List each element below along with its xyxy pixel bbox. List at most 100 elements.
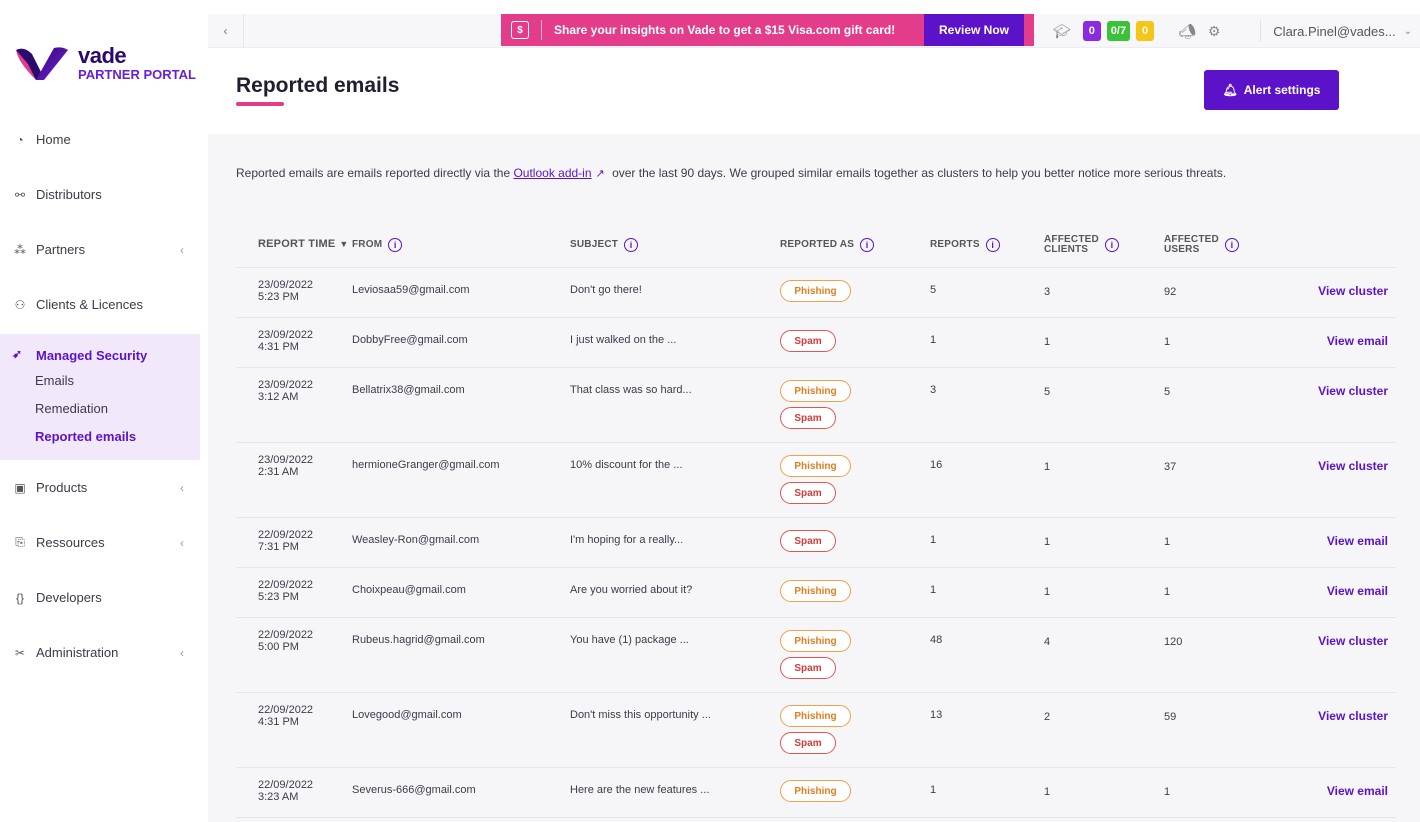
spam-badge: Spam — [780, 732, 836, 754]
view-email-link[interactable]: View email — [1326, 584, 1388, 598]
view-cluster-link[interactable]: View cluster — [1318, 709, 1388, 723]
info-icon[interactable]: i — [985, 237, 1000, 252]
sidebar-item-partners[interactable]: ⁂ Partners ‹ — [0, 222, 200, 277]
graduation-cap-icon[interactable]: 🎓︎ — [1053, 22, 1071, 39]
vade-logo[interactable]: vade PARTNER PORTAL — [14, 44, 196, 82]
alert-settings-button[interactable]: 🔔︎ Alert settings — [1204, 70, 1339, 110]
notification-badge-green[interactable]: 0/7 — [1106, 21, 1131, 41]
reports-cell: 1 — [930, 784, 937, 796]
view-email-link[interactable]: View email — [1326, 784, 1388, 798]
column-label: REPORTS — [930, 239, 980, 250]
sidebar-subitem-reported-emails[interactable]: Reported emails — [35, 428, 137, 444]
view-email-link[interactable]: View email — [1326, 334, 1388, 348]
chevron-left-icon: ‹ — [180, 645, 184, 660]
box-icon: ▣ — [14, 480, 26, 495]
info-icon[interactable]: i — [860, 237, 875, 252]
from-cell: DobbyFree@gmail.com — [352, 334, 468, 346]
report-time-cell: 23/09/2022 4:31 PM — [236, 318, 352, 367]
reports-cell: 1 — [930, 584, 937, 596]
column-affected-users: AFFECTED USERS i — [1164, 234, 1268, 255]
sidebar-item-ressources[interactable]: ⎘ Ressources ‹ — [0, 515, 200, 570]
subject-cell: That class was so hard... — [570, 384, 692, 396]
table-row[interactable]: 23/09/2022 2:31 AM hermioneGranger@gmail.c… — [236, 443, 1396, 518]
table-row[interactable]: 22/09/2022 5:23 PM Choixpeau@gmail.com Are … — [236, 568, 1396, 618]
chevron-left-icon: ‹ — [223, 24, 228, 38]
outlook-addin-link[interactable]: Outlook add-in — [513, 166, 592, 180]
reported-as-cell: Spam — [780, 318, 930, 367]
report-date: 23/09/2022 — [258, 454, 314, 466]
from-cell: hermioneGranger@gmail.com — [352, 459, 500, 471]
spam-badge: Spam — [780, 530, 836, 552]
table-row[interactable]: 22/09/2022 4:31 PM Lovegood@gmail.com Don't… — [236, 693, 1396, 768]
sidebar-subitem-remediation[interactable]: Remediation — [35, 400, 108, 416]
phishing-badge: Phishing — [780, 455, 851, 477]
notification-badge-yellow[interactable]: 0 — [1136, 21, 1155, 41]
bell-icon: 🔔︎ — [1222, 83, 1238, 97]
table-row[interactable]: 22/09/2022 7:31 PM Weasley-Ron@gmail.com I'… — [236, 518, 1396, 568]
report-time: 2:31 AM — [258, 465, 299, 478]
sidebar-item-products[interactable]: ▣ Products ‹ — [0, 460, 200, 515]
view-cluster-link[interactable]: View cluster — [1318, 634, 1388, 648]
report-time-cell: 22/09/2022 7:31 PM — [236, 518, 352, 567]
report-time-cell: 22/09/2022 3:23 AM — [236, 768, 352, 817]
report-date: 22/09/2022 — [258, 529, 314, 541]
sidebar-item-administration[interactable]: ✂ Administration ‹ — [0, 625, 200, 680]
affected-clients-cell: 1 — [1044, 786, 1051, 798]
reported-as-cell: Phishing Spam — [780, 693, 930, 767]
view-cluster-link[interactable]: View cluster — [1318, 459, 1388, 473]
column-label: AFFECTED USERS — [1164, 234, 1219, 255]
sidebar-item-label: Ressources — [36, 535, 105, 550]
user-email: Clara.Pinel@vades... — [1273, 23, 1396, 39]
sidebar-item-developers[interactable]: {} Developers — [0, 570, 200, 625]
phishing-badge: Phishing — [780, 280, 851, 302]
subject-cell: Don't go there! — [570, 284, 642, 296]
report-date: 23/09/2022 — [258, 329, 314, 341]
sidebar-subitem-emails[interactable]: Emails — [35, 372, 75, 388]
subject-cell: Don't miss this opportunity ... — [570, 709, 711, 721]
table-row[interactable]: 23/09/2022 5:23 PM Leviosaa59@gmail.com Don… — [236, 268, 1396, 318]
megaphone-icon[interactable]: 📣︎ — [1178, 22, 1196, 39]
sidebar-group-managed-security: ➶ Managed Security Emails Remediation Re… — [0, 334, 200, 460]
reported-as-cell: Phishing — [780, 268, 930, 317]
info-icon[interactable]: i — [1224, 237, 1239, 252]
report-date: 22/09/2022 — [258, 629, 314, 641]
view-email-link[interactable]: View email — [1326, 534, 1388, 548]
column-label: FROM — [352, 239, 383, 250]
reported-as-cell: Spam — [780, 518, 930, 567]
sidebar-item-label: Home — [36, 132, 71, 147]
chevron-left-icon: ‹ — [180, 535, 184, 550]
info-icon[interactable]: i — [624, 237, 639, 252]
reported-as-cell: Phishing — [780, 568, 930, 617]
sidebar-item-managed-security[interactable]: ➶ Managed Security — [0, 344, 200, 366]
table-row[interactable]: 22/09/2022 3:23 AM Severus-666@gmail.com He… — [236, 768, 1396, 818]
reported-as-cell: Phishing Spam — [780, 618, 930, 692]
table-row[interactable]: 23/09/2022 3:12 AM Bellatrix38@gmail.com Th… — [236, 368, 1396, 443]
table-row[interactable]: 23/09/2022 4:31 PM DobbyFree@gmail.com I ju… — [236, 318, 1396, 368]
view-cluster-link[interactable]: View cluster — [1318, 384, 1388, 398]
sidebar-item-clients-licences[interactable]: ⚇ Clients & Licences — [0, 277, 200, 332]
report-date: 22/09/2022 — [258, 779, 314, 791]
table-row[interactable]: 22/09/2022 5:00 PM Rubeus.hagrid@gmail.com… — [236, 618, 1396, 693]
from-cell: Severus-666@gmail.com — [352, 784, 476, 796]
column-label-line: CLIENTS — [1044, 243, 1089, 255]
collapse-sidebar-button[interactable]: ‹ — [208, 14, 244, 48]
view-cluster-link[interactable]: View cluster — [1318, 284, 1388, 298]
users-icon: ⚇ — [14, 297, 26, 312]
notification-badge-purple[interactable]: 0 — [1082, 21, 1101, 41]
affected-users-cell: 92 — [1164, 286, 1177, 298]
user-menu[interactable]: Clara.Pinel@vades... ⌄ — [1273, 14, 1412, 48]
info-icon[interactable]: i — [388, 237, 403, 252]
column-report-time[interactable]: REPORT TIME ▼ — [236, 238, 352, 251]
info-icon[interactable]: i — [1104, 237, 1119, 252]
review-now-button[interactable]: Review Now — [924, 14, 1024, 46]
gear-icon[interactable]: ⚙ — [1207, 22, 1221, 39]
report-date: 22/09/2022 — [258, 579, 314, 591]
phishing-badge: Phishing — [780, 580, 851, 602]
sidebar-item-distributors[interactable]: ⚯ Distributors — [0, 167, 200, 222]
affected-users-cell: 1 — [1164, 586, 1171, 598]
report-date: 23/09/2022 — [258, 379, 314, 391]
sidebar-item-home[interactable]: ◔ Home — [0, 112, 200, 167]
title-underline — [236, 102, 284, 106]
column-label: REPORTED AS — [780, 239, 855, 250]
chevron-left-icon: ‹ — [180, 480, 184, 495]
